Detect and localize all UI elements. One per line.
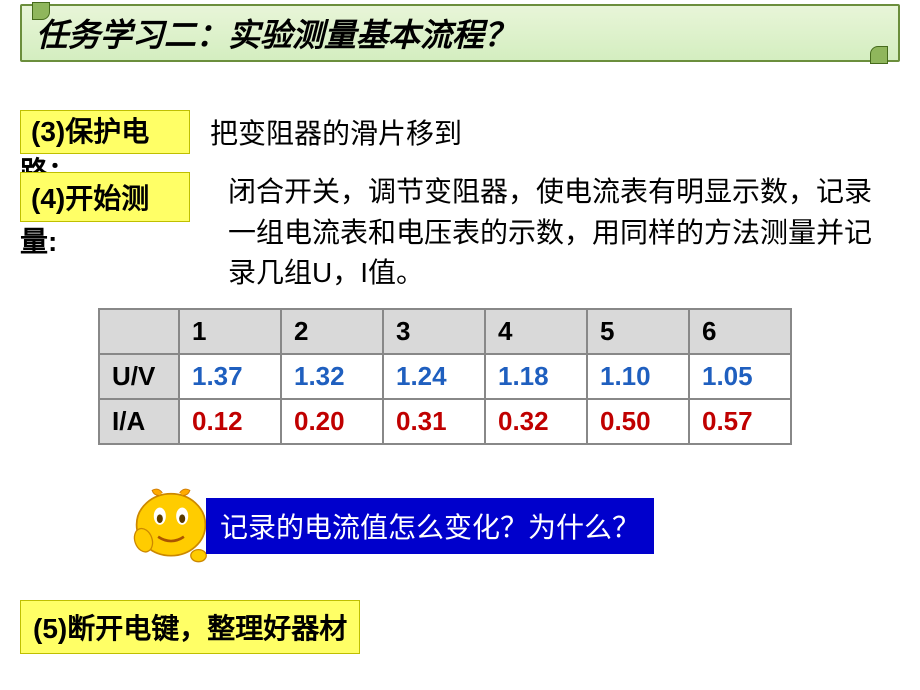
title-bar: 任务学习二：实验测量基本流程？ (20, 4, 900, 62)
table-cell: 1.32 (281, 354, 383, 399)
table-col-header: 2 (281, 309, 383, 354)
table-cell: 1.24 (383, 354, 485, 399)
step4-description: 闭合开关，调节变阻器，使电流表有明显示数，记录一组电流表和电压表的示数，用同样的… (228, 172, 898, 294)
step3-label: (3)保护电 (20, 110, 190, 154)
table-cell: 1.10 (587, 354, 689, 399)
table-row-label: I/A (99, 399, 179, 444)
table-cell: 0.50 (587, 399, 689, 444)
table-col-header: 5 (587, 309, 689, 354)
thinking-emoji-icon (126, 480, 216, 566)
corner-decoration (32, 2, 50, 20)
measurement-table: 1 2 3 4 5 6 U/V 1.37 1.32 1.24 1.18 1.10… (98, 308, 792, 445)
table-header-row: 1 2 3 4 5 6 (99, 309, 791, 354)
table-uv-row: U/V 1.37 1.32 1.24 1.18 1.10 1.05 (99, 354, 791, 399)
table-corner-cell (99, 309, 179, 354)
table-col-header: 1 (179, 309, 281, 354)
step5-label: (5)断开电键，整理好器材 (20, 600, 360, 654)
table-cell: 0.31 (383, 399, 485, 444)
step4-label: (4)开始测 (20, 172, 190, 222)
table-cell: 0.12 (179, 399, 281, 444)
table-cell: 1.37 (179, 354, 281, 399)
page-title: 任务学习二：实验测量基本流程？ (36, 10, 516, 56)
table-row-label: U/V (99, 354, 179, 399)
table-col-header: 3 (383, 309, 485, 354)
corner-decoration (870, 46, 888, 64)
step3-description: 把变阻器的滑片移到 (210, 112, 462, 152)
question-text: 记录的电流值怎么变化？为什么？ (220, 512, 640, 543)
table-col-header: 6 (689, 309, 791, 354)
question-box: 记录的电流值怎么变化？为什么？ (206, 498, 654, 554)
table-cell: 1.05 (689, 354, 791, 399)
step4-label-tail: 量: (20, 220, 57, 260)
table-ia-row: I/A 0.12 0.20 0.31 0.32 0.50 0.57 (99, 399, 791, 444)
table-cell: 0.32 (485, 399, 587, 444)
table-cell: 0.20 (281, 399, 383, 444)
table-cell: 1.18 (485, 354, 587, 399)
table-cell: 0.57 (689, 399, 791, 444)
table-col-header: 4 (485, 309, 587, 354)
